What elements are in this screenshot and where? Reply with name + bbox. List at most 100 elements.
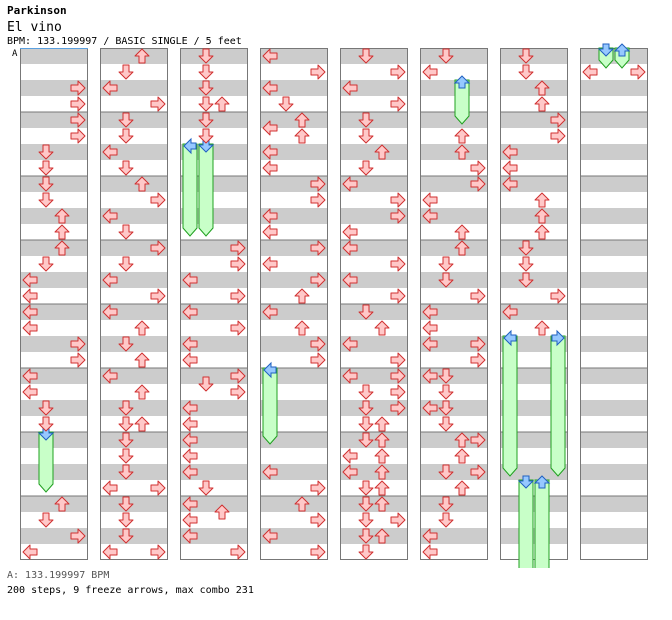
step-arrow-right-icon <box>310 176 326 192</box>
beat-band <box>340 368 408 384</box>
beat-band <box>420 240 488 256</box>
beat-band <box>580 144 648 160</box>
measure-column-6 <box>420 48 488 560</box>
step-arrow-left-icon <box>102 368 118 384</box>
freeze-arrow-left-icon <box>183 137 197 155</box>
step-arrow-down-icon <box>438 256 454 272</box>
step-arrow-left-icon <box>182 464 198 480</box>
step-arrow-left-icon <box>182 416 198 432</box>
beat-band <box>580 112 648 128</box>
beat-band <box>580 176 648 192</box>
freeze-arrow-right-icon <box>551 329 565 347</box>
step-arrow-down-icon <box>438 400 454 416</box>
step-arrow-left-icon <box>502 304 518 320</box>
step-arrow-up-icon <box>454 128 470 144</box>
beat-band <box>580 336 648 352</box>
beat-band <box>100 304 168 320</box>
freeze-arrow-left-icon <box>263 361 277 379</box>
beat-band <box>20 304 88 320</box>
step-arrow-right-icon <box>230 320 246 336</box>
beat-band <box>500 304 568 320</box>
beat-band <box>420 528 488 544</box>
chart-meta: BPM: 133.199997 / BASIC SINGLE / 5 feet <box>7 36 242 47</box>
step-arrow-left-icon <box>262 120 278 136</box>
beat-band <box>260 208 328 224</box>
beat-band <box>420 208 488 224</box>
step-arrow-right-icon <box>470 464 486 480</box>
step-arrow-left-icon <box>22 272 38 288</box>
step-arrow-right-icon <box>150 240 166 256</box>
step-chart: A <box>12 43 648 568</box>
step-arrow-down-icon <box>358 480 374 496</box>
step-arrow-down-icon <box>438 272 454 288</box>
beat-band <box>580 48 648 64</box>
step-arrow-up-icon <box>454 224 470 240</box>
step-arrow-left-icon <box>22 304 38 320</box>
step-arrow-down-icon <box>438 368 454 384</box>
step-arrow-left-icon <box>342 240 358 256</box>
step-arrow-down-icon <box>38 144 54 160</box>
beat-band <box>20 48 88 64</box>
beat-band <box>500 272 568 288</box>
step-arrow-left-icon <box>182 336 198 352</box>
measure-columns <box>20 48 648 560</box>
step-arrow-right-icon <box>150 480 166 496</box>
beat-band <box>420 400 488 416</box>
step-arrow-left-icon <box>342 224 358 240</box>
freeze-arrow-up-icon <box>453 75 471 89</box>
beat-band <box>340 80 408 96</box>
step-arrow-left-icon <box>262 528 278 544</box>
step-arrow-left-icon <box>22 368 38 384</box>
step-arrow-left-icon <box>182 272 198 288</box>
beat-band <box>180 464 248 480</box>
beat-band <box>580 240 648 256</box>
beat-band <box>20 112 88 128</box>
step-arrow-down-icon <box>358 544 374 560</box>
step-arrow-left-icon <box>182 448 198 464</box>
beat-band <box>20 144 88 160</box>
step-arrow-left-icon <box>422 368 438 384</box>
step-arrow-left-icon <box>422 304 438 320</box>
step-arrow-left-icon <box>22 288 38 304</box>
step-arrow-down-icon <box>358 528 374 544</box>
step-arrow-left-icon <box>422 320 438 336</box>
step-arrow-left-icon <box>262 144 278 160</box>
step-arrow-left-icon <box>422 64 438 80</box>
beat-band <box>100 400 168 416</box>
beat-band <box>420 464 488 480</box>
step-arrow-left-icon <box>182 528 198 544</box>
step-arrow-right-icon <box>310 240 326 256</box>
step-arrow-left-icon <box>502 144 518 160</box>
step-arrow-up-icon <box>214 96 230 112</box>
step-arrow-left-icon <box>262 256 278 272</box>
beat-band <box>180 48 248 64</box>
step-arrow-left-icon <box>182 512 198 528</box>
step-arrow-left-icon <box>422 336 438 352</box>
step-arrow-right-icon <box>310 336 326 352</box>
beat-band <box>100 368 168 384</box>
beat-band <box>420 144 488 160</box>
beat-band <box>340 464 408 480</box>
beat-band <box>500 48 568 64</box>
step-arrow-left-icon <box>182 400 198 416</box>
step-arrow-down-icon <box>38 512 54 528</box>
step-arrow-left-icon <box>262 464 278 480</box>
step-arrow-right-icon <box>390 352 406 368</box>
step-arrow-down-icon <box>518 48 534 64</box>
beat-band <box>340 112 408 128</box>
beat-band <box>420 176 488 192</box>
step-arrow-up-icon <box>294 128 310 144</box>
beat-band <box>180 368 248 384</box>
step-arrow-right-icon <box>230 384 246 400</box>
step-arrow-right-icon <box>470 160 486 176</box>
step-stats: 200 steps, 9 freeze arrows, max combo 23… <box>7 585 254 596</box>
step-arrow-left-icon <box>262 160 278 176</box>
beat-band <box>100 208 168 224</box>
beat-band <box>260 272 328 288</box>
step-arrow-left-icon <box>342 80 358 96</box>
measure-column-1 <box>20 48 88 560</box>
beat-band <box>180 240 248 256</box>
beat-band <box>420 368 488 384</box>
step-arrow-left-icon <box>422 208 438 224</box>
step-arrow-left-icon <box>102 208 118 224</box>
